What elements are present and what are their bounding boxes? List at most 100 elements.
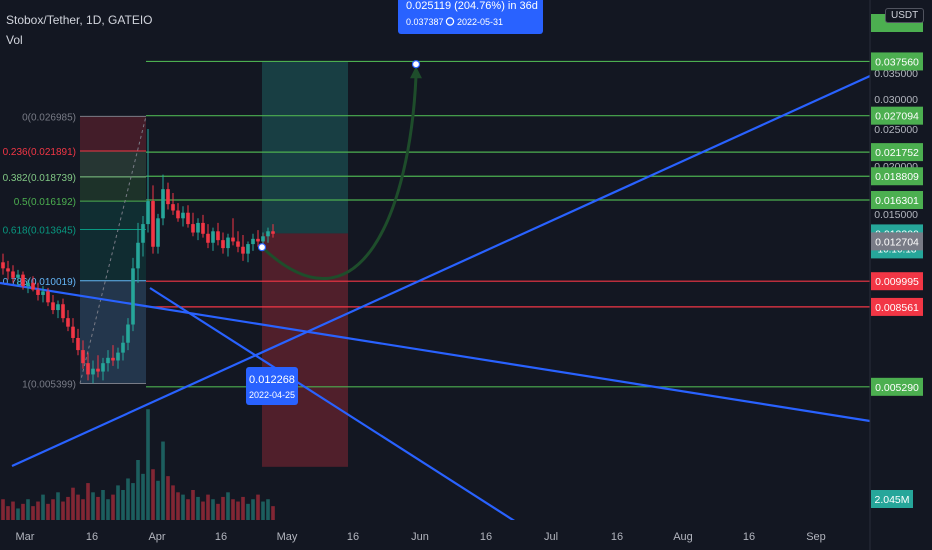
candle <box>31 282 35 290</box>
time-axis-tick: 16 <box>743 531 755 543</box>
time-axis-tick: 16 <box>611 531 623 543</box>
volume-bar <box>121 490 125 520</box>
volume-bar <box>211 499 215 520</box>
volume-bar <box>16 508 20 520</box>
volume-bar <box>96 496 100 520</box>
candle <box>96 368 100 372</box>
candle <box>211 231 215 243</box>
volume-bar <box>181 494 185 520</box>
ascending-trend-line <box>11 74 871 468</box>
volume-bar <box>226 492 230 520</box>
volume-bar <box>201 501 205 520</box>
volume-bar <box>11 501 15 520</box>
candle <box>126 324 130 343</box>
candle <box>261 236 265 242</box>
volume-bar <box>26 499 30 520</box>
price-label <box>871 272 923 291</box>
volume-indicator-label[interactable]: Vol <box>6 33 23 47</box>
target-change-label: 0.025119 (204.76%) in 36d <box>406 0 538 12</box>
candle <box>216 231 220 241</box>
price-axis-tick: 0.015000 <box>874 209 918 221</box>
volume-bar <box>231 499 235 520</box>
volume-bar <box>91 492 95 520</box>
candle <box>11 271 15 278</box>
volume-bar <box>171 485 175 520</box>
symbol-title[interactable]: Stobox/Tether, 1D, GATEIO <box>6 13 153 27</box>
candle <box>111 357 115 361</box>
candle <box>16 274 20 278</box>
volume-bar <box>106 499 110 520</box>
candle <box>226 237 230 249</box>
volume-bar <box>266 499 270 520</box>
volume-bar <box>71 487 75 520</box>
candle <box>136 242 140 269</box>
time-axis-tick: Aug <box>673 531 693 543</box>
target-point-marker <box>411 60 421 69</box>
candle <box>21 274 25 287</box>
volume-bar <box>161 441 165 520</box>
volume-bar <box>116 485 120 520</box>
volume-bar <box>206 494 210 520</box>
volume-bar <box>236 501 240 520</box>
time-axis-tick: 16 <box>86 531 98 543</box>
time-axis-tick: Apr <box>148 531 165 543</box>
long-position-loss-zone <box>262 233 348 467</box>
candle <box>241 246 245 254</box>
price-label-value: 0.037560 <box>875 56 919 68</box>
time-axis-tick: May <box>277 531 298 543</box>
price-label-value: 0.012704 <box>875 236 919 248</box>
candle <box>156 218 160 247</box>
price-label <box>871 232 923 251</box>
price-label-value: 0.027094 <box>875 111 919 123</box>
candle <box>161 189 165 219</box>
candle <box>186 212 190 225</box>
price-label-value: 0.009995 <box>875 276 919 288</box>
price-label-value: 0.008561 <box>875 302 919 314</box>
candle <box>106 357 110 364</box>
candle <box>26 282 30 287</box>
target-callout <box>398 0 543 34</box>
fib-level-label: 0.5(0.016192) <box>14 197 76 208</box>
volume-bar <box>221 496 225 520</box>
volume-bar <box>216 503 220 520</box>
volume-bar <box>61 501 65 520</box>
candle <box>246 244 250 254</box>
price-label-value: 0.021752 <box>875 147 919 159</box>
volume-bar <box>21 503 25 520</box>
chart-legend: Stobox/Tether, 1D, GATEIO Vol <box>6 10 153 50</box>
candle <box>91 368 95 375</box>
fib-level-label: 0.786(0.010019) <box>3 277 76 288</box>
price-label <box>871 297 923 316</box>
currency-button[interactable]: USDT <box>885 8 925 23</box>
volume-bar <box>241 496 245 520</box>
price-label <box>871 106 923 125</box>
volume-bar <box>151 469 155 520</box>
volume-bar <box>66 496 70 520</box>
candle <box>266 231 270 237</box>
candle <box>221 240 225 249</box>
price-label <box>871 143 923 162</box>
candle <box>256 238 260 242</box>
volume-bar <box>76 494 80 520</box>
volume-value-label <box>871 490 913 508</box>
candle <box>146 201 150 225</box>
time-axis-tick: Mar <box>16 531 35 543</box>
candle <box>51 302 55 311</box>
candle <box>166 189 170 205</box>
time-axis-tick: Jun <box>411 531 429 543</box>
price-label <box>871 377 923 396</box>
candle <box>171 204 175 211</box>
volume-bar <box>156 480 160 520</box>
candle <box>36 289 40 295</box>
price-label-value: 0.016301 <box>875 195 919 207</box>
candle <box>191 224 195 233</box>
candle <box>61 304 65 319</box>
volume-bar <box>136 460 140 520</box>
volume-bar <box>141 473 145 520</box>
volume-bar <box>56 492 60 520</box>
fib-level-label: 0.382(0.018739) <box>3 173 76 184</box>
time-axis-tick: 16 <box>480 531 492 543</box>
entry-callout <box>246 367 298 405</box>
